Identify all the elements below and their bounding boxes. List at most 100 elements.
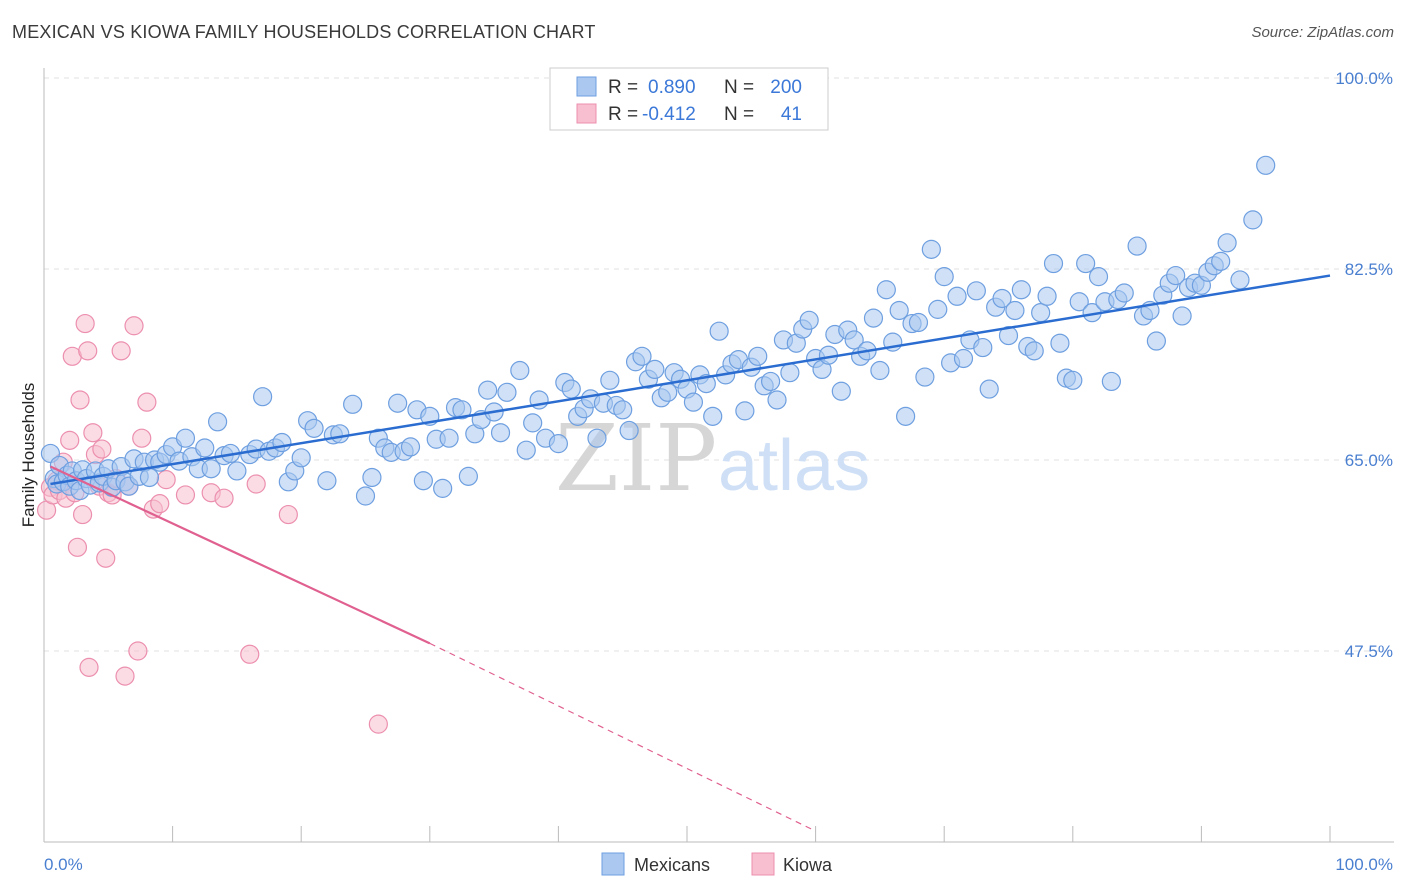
chart-title: MEXICAN VS KIOWA FAMILY HOUSEHOLDS CORRE… — [12, 22, 596, 42]
mexicans-point-136 — [889, 300, 909, 321]
mexicans-point-94 — [619, 420, 639, 441]
legend-r-value-1: 0.890 — [648, 77, 696, 98]
legend-n-label-2: N = — [724, 104, 754, 125]
mexicans-point-142 — [928, 299, 948, 319]
mexicans-point-56 — [362, 467, 382, 488]
kiowa-point-20 — [96, 548, 116, 568]
mexicans-point-54 — [343, 394, 363, 414]
mexicans-point-48 — [291, 448, 311, 468]
mexicans-point-53 — [330, 424, 350, 444]
mexicans-point-169 — [1101, 371, 1121, 392]
mexicans-series — [40, 155, 1276, 506]
mexicans-point-178 — [1166, 265, 1186, 286]
kiowa-point-40 — [368, 714, 388, 734]
mexicans-point-129 — [844, 330, 864, 350]
mexicans-point-42 — [253, 387, 273, 407]
bottom-legend-swatch-kiowa — [751, 852, 775, 876]
mexicans-point-74 — [478, 380, 498, 400]
mexicans-point-96 — [632, 346, 652, 366]
kiowa-point-14 — [78, 341, 98, 361]
chart-source: Source: ZipAtlas.com — [1251, 24, 1394, 41]
mexicans-point-139 — [908, 312, 929, 333]
y-axis-label: Family Households — [19, 383, 38, 528]
mexicans-point-31 — [175, 428, 196, 448]
bottom-legend-mexicans: Mexicans — [634, 855, 710, 875]
mexicans-trend-line — [50, 274, 1331, 486]
mexicans-point-51 — [317, 471, 337, 491]
mexicans-point-175 — [1146, 331, 1166, 351]
kiowa-point-28 — [128, 641, 148, 661]
mexicans-point-149 — [973, 337, 993, 358]
x-tick-label-1: 100.0% — [1335, 855, 1393, 874]
mexicans-point-62 — [400, 437, 421, 457]
mexicans-point-79 — [516, 440, 536, 460]
mexicans-point-78 — [510, 360, 530, 381]
mexicans-point-132 — [863, 308, 884, 328]
mexicans-point-39 — [227, 461, 247, 481]
kiowa-point-25 — [115, 666, 135, 686]
legend-r-label-1: R = — [608, 77, 638, 98]
mexicans-point-104 — [683, 392, 704, 412]
mexicans-point-80 — [523, 413, 543, 433]
legend-n-label-1: N = — [724, 77, 754, 98]
trend-lines — [49, 274, 1331, 832]
mexicans-point-188 — [1243, 210, 1263, 230]
mexicans-point-154 — [1005, 300, 1025, 321]
kiowa-point-32 — [150, 494, 170, 514]
mexicans-point-171 — [1114, 283, 1134, 303]
mexicans-point-163 — [1063, 370, 1083, 390]
mexicans-point-165 — [1076, 253, 1096, 274]
mexicans-point-25 — [139, 467, 160, 488]
kiowa-point-33 — [156, 470, 176, 490]
mexicans-point-114 — [748, 346, 768, 366]
mexicans-point-85 — [561, 379, 581, 399]
mexicans-point-60 — [388, 393, 408, 413]
kiowa-point-29 — [132, 428, 152, 448]
kiowa-point-27 — [124, 316, 144, 336]
grid-lines — [44, 77, 1394, 652]
mexicans-point-160 — [1043, 253, 1064, 274]
mexicans-point-158 — [1031, 303, 1051, 323]
mexicans-point-68 — [439, 428, 459, 448]
mexicans-point-140 — [915, 367, 935, 387]
mexicans-point-185 — [1211, 251, 1231, 271]
mexicans-point-143 — [934, 267, 954, 287]
kiowa-point-11 — [70, 390, 90, 410]
mexicans-point-134 — [876, 280, 896, 300]
mexicans-point-186 — [1217, 233, 1237, 253]
mexicans-point-71 — [458, 466, 478, 486]
mexicans-point-70 — [452, 400, 472, 420]
mexicans-point-112 — [735, 401, 755, 421]
mexicans-point-189 — [1256, 155, 1276, 175]
mexicans-point-107 — [703, 406, 723, 426]
kiowa-point-19 — [92, 439, 112, 459]
mexicans-point-98 — [645, 359, 665, 380]
mexicans-point-108 — [709, 321, 729, 341]
kiowa-point-34 — [175, 485, 196, 505]
legend-r-label-2: R = — [608, 104, 638, 125]
kiowa-point-24 — [111, 341, 131, 361]
kiowa-point-12 — [72, 504, 93, 525]
mexicans-point-150 — [979, 379, 999, 399]
y-tick-labels: 47.5% 65.0% 82.5% 100.0% — [1335, 69, 1393, 661]
kiowa-point-37 — [240, 644, 260, 664]
mexicans-point-155 — [1011, 280, 1031, 300]
series-legend: Mexicans Kiowa — [601, 852, 833, 876]
mexicans-point-159 — [1037, 286, 1057, 306]
mexicans-point-179 — [1172, 306, 1192, 326]
y-tick-label-3: 100.0% — [1335, 69, 1393, 88]
mexicans-point-146 — [953, 348, 974, 369]
mexicans-point-89 — [587, 428, 607, 448]
mexicans-point-36 — [208, 412, 228, 432]
kiowa-trend-line — [49, 465, 431, 645]
mexicans-point-137 — [896, 406, 916, 426]
mexicans-point-133 — [870, 360, 890, 381]
kiowa-point-30 — [137, 392, 157, 412]
mexicans-point-91 — [600, 370, 620, 390]
y-tick-label-2: 82.5% — [1345, 260, 1393, 279]
kiowa-point-16 — [83, 423, 103, 443]
mexicans-point-161 — [1050, 333, 1070, 353]
mexicans-point-76 — [490, 423, 511, 443]
mexicans-point-35 — [201, 459, 221, 479]
